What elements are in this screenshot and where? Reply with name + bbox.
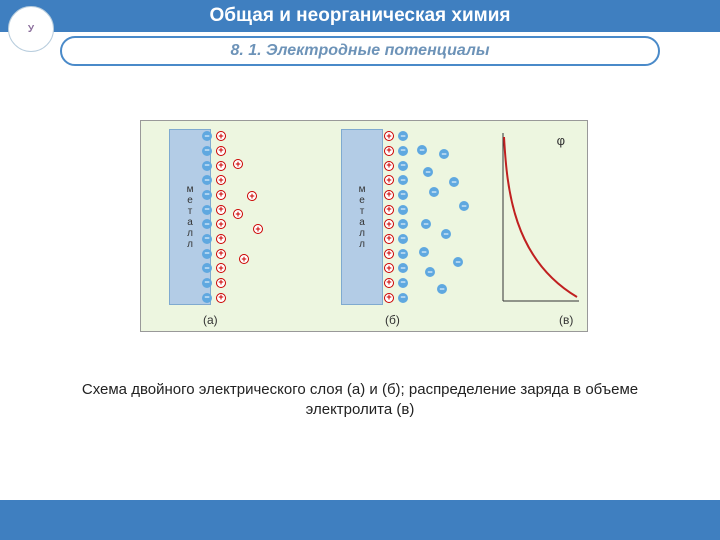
scatter-a	[169, 129, 277, 305]
logo-icon: У	[8, 6, 54, 52]
figure-caption: Схема двойного электрического слоя (а) и…	[50, 380, 670, 419]
page-title: Общая и неорганическая химия	[210, 5, 511, 27]
label-c: (в)	[559, 313, 573, 327]
label-a: (а)	[203, 313, 218, 327]
footer-bar	[0, 500, 720, 540]
label-b: (б)	[385, 313, 400, 327]
diagram-figure: металл металл φ (а) (б) (в)	[140, 120, 588, 332]
subtitle: 8. 1. Электродные потенциалы	[230, 42, 489, 59]
panel-a: металл	[169, 129, 277, 305]
potential-curve	[499, 129, 581, 305]
panel-c: φ	[499, 129, 581, 305]
page-title-bar: Общая и неорганическая химия	[0, 0, 720, 32]
phi-label: φ	[557, 133, 565, 148]
scatter-b	[341, 129, 491, 305]
panel-b: металл	[341, 129, 491, 305]
subtitle-bar: 8. 1. Электродные потенциалы	[60, 36, 660, 66]
curve-line	[504, 137, 577, 297]
header: Общая и неорганическая химия У 8. 1. Эле…	[0, 0, 720, 70]
